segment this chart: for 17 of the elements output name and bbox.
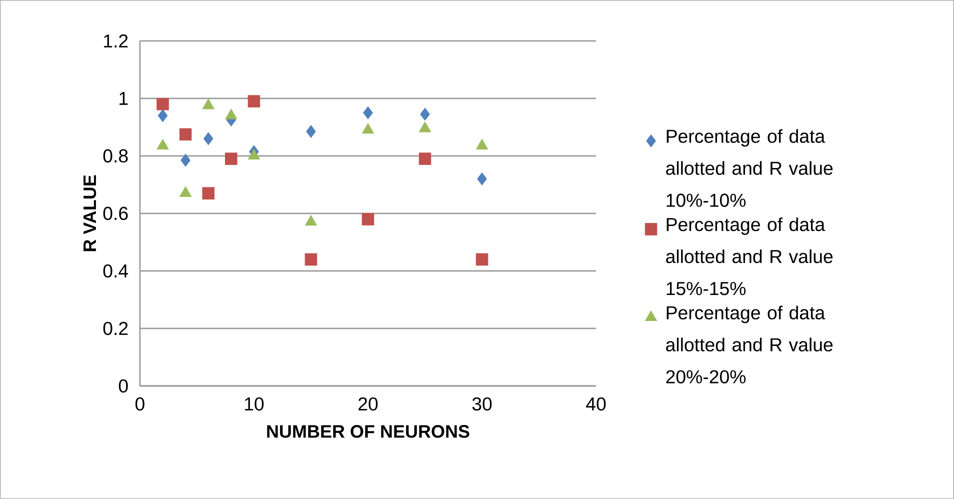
y-tick-label: 1	[120, 92, 128, 105]
y-tick-label: 0.6	[103, 206, 128, 220]
y-tick-label: 0.4	[103, 264, 128, 278]
x-tick-label: 0	[135, 397, 144, 411]
y-tick-label: 1.2	[104, 34, 128, 48]
y-tick-label: 0	[118, 379, 128, 393]
y-tick-label: 0.8	[103, 149, 128, 163]
x-axis-title: NUMBER OF NEURONS	[267, 425, 470, 438]
legend-label: Percentage of data allotted and R value 15%-15%	[666, 217, 833, 296]
x-tick-label: 10	[244, 397, 264, 411]
y-tick-label: 0.2	[103, 322, 128, 336]
legend-label: Percentage of data allotted and R value 10%-10%	[666, 129, 833, 207]
x-tick-label: 40	[586, 397, 606, 411]
y-axis-title: R VALUE	[84, 175, 96, 252]
legend-label: Percentage of data allotted and R value 20%-20%	[666, 306, 833, 384]
x-tick-label: 30	[472, 397, 492, 411]
x-tick-label: 20	[358, 397, 378, 411]
